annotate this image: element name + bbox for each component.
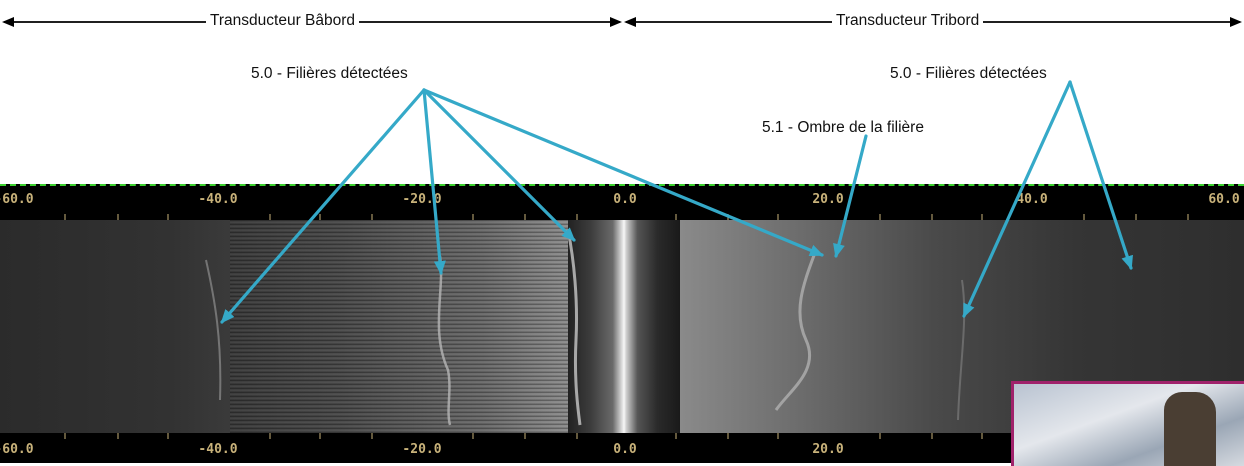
scale-tick-label: 0.0 xyxy=(613,192,637,207)
scale-tick-label: -60.0 xyxy=(0,192,34,207)
port-transducer-label: Transducteur Bâbord xyxy=(206,11,360,31)
scale-tick-label: -20.0 xyxy=(402,192,442,207)
detected-lines-label-left: 5.0 - Filières détectées xyxy=(251,65,408,82)
buoy-silhouette xyxy=(1164,392,1216,466)
line-shadow-label: 5.1 - Ombre de la filière xyxy=(762,119,924,136)
scale-tick-label: -40.0 xyxy=(198,442,238,457)
detected-line-trace xyxy=(957,279,966,421)
detected-line-trace xyxy=(437,255,452,426)
scale-tick-label: -40.0 xyxy=(198,192,238,207)
scale-tick-label: 20.0 xyxy=(812,192,844,207)
scale-tick-label: -20.0 xyxy=(402,442,442,457)
shadow-trace xyxy=(774,249,818,411)
detected-line-trace xyxy=(205,259,222,401)
detected-line-trace xyxy=(566,229,582,426)
scale-tick-label: -60.0 xyxy=(0,442,34,457)
photo-thumbnail-icon xyxy=(1011,381,1244,466)
header-arrows xyxy=(2,17,1242,27)
scale-tick-label: 40.0 xyxy=(1016,192,1048,207)
scale-tick-label: 0.0 xyxy=(613,442,637,457)
detected-lines-label-right: 5.0 - Filières détectées xyxy=(890,65,1047,82)
scale-tick-label: 60.0 xyxy=(1208,192,1240,207)
range-scale-top: -60.0 -40.0 -20.0 0.0 20.0 40.0 60.0 xyxy=(0,184,1244,220)
scale-tick-label: 20.0 xyxy=(812,442,844,457)
starboard-transducer-label: Transducteur Tribord xyxy=(832,11,984,31)
